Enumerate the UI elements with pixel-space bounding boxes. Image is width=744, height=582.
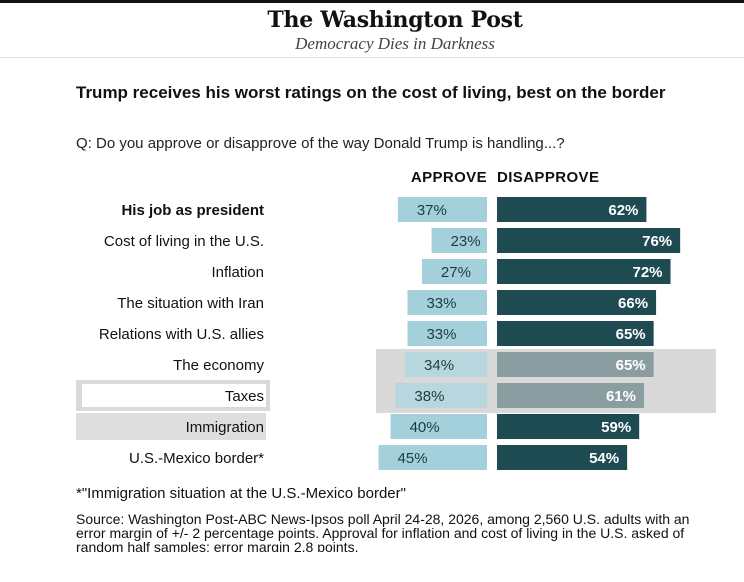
- disapprove-bar: [497, 383, 645, 408]
- approve-bar: [407, 290, 487, 315]
- category-label: His job as president: [121, 202, 264, 219]
- highlight-band: [76, 413, 266, 440]
- disapprove-value-label: 65%: [616, 357, 646, 374]
- approve-bar: [390, 414, 487, 439]
- category-label: U.S.-Mexico border*: [129, 450, 264, 467]
- approve-value-label: 38%: [414, 388, 444, 405]
- disapprove-bar: [497, 228, 681, 253]
- approve-bar: [395, 383, 487, 408]
- survey-question: Q: Do you approve or disapprove of the w…: [76, 135, 565, 152]
- category-label: The economy: [173, 357, 264, 374]
- top-rule: [0, 0, 744, 3]
- approve-value-label: 33%: [426, 295, 456, 312]
- disapprove-value-label: 65%: [616, 326, 646, 343]
- disapprove-bar: [497, 259, 671, 284]
- disapprove-value-label: 54%: [589, 450, 619, 467]
- disapprove-value-label: 66%: [618, 295, 648, 312]
- diverging-bar-chart: His job as president 37% 62% Cost of living…: [76, 197, 716, 470]
- category-label: Relations with U.S. allies: [99, 326, 264, 343]
- disapprove-bar: [497, 414, 640, 439]
- approve-bar: [407, 321, 487, 346]
- approve-bar: [378, 445, 487, 470]
- disapprove-header: DISAPPROVE: [497, 169, 600, 186]
- approve-header: APPROVE: [410, 169, 487, 186]
- chart-source: Source: Washington Post-ABC News-Ipsos p…: [76, 512, 690, 552]
- bar-row-u-s-mexico-border: U.S.-Mexico border* 45% 54%: [129, 445, 628, 470]
- approve-value-label: 27%: [441, 264, 471, 281]
- publication-logo[interactable]: The Washington Post: [267, 7, 523, 33]
- disapprove-bar: [497, 352, 654, 377]
- highlight-band-inner: [82, 384, 266, 407]
- bar-row-his-job-as-president: His job as president 37% 62%: [121, 197, 647, 222]
- approve-value-label: 23%: [451, 233, 481, 250]
- disapprove-bar: [497, 321, 654, 346]
- approve-bar: [397, 197, 487, 222]
- masthead-divider: [0, 57, 744, 58]
- bar-row-the-situation-with-iran: The situation with Iran 33% 66%: [117, 290, 657, 315]
- category-label: Cost of living in the U.S.: [104, 233, 264, 250]
- category-label: Taxes: [225, 388, 264, 405]
- approve-bar: [405, 352, 487, 377]
- disapprove-value-label: 59%: [601, 419, 631, 436]
- chart-title: Trump receives his worst ratings on the …: [76, 83, 666, 102]
- bar-row-relations-with-u-s-allies: Relations with U.S. allies 33% 65%: [99, 321, 654, 346]
- category-label: The situation with Iran: [117, 295, 264, 312]
- bar-row-inflation: Inflation 27% 72%: [211, 259, 671, 284]
- approve-value-label: 40%: [410, 419, 440, 436]
- publication-tagline: Democracy Dies in Darkness: [295, 34, 495, 53]
- disapprove-bar: [497, 445, 628, 470]
- bar-row-immigration: Immigration 40% 59%: [186, 414, 640, 439]
- disapprove-bar: [497, 290, 657, 315]
- category-label: Inflation: [211, 264, 264, 281]
- category-label: Immigration: [186, 419, 264, 436]
- bar-row-taxes: Taxes 38% 61%: [225, 383, 645, 408]
- disapprove-value-label: 61%: [606, 388, 636, 405]
- approve-bar: [421, 259, 487, 284]
- approve-value-label: 37%: [417, 202, 447, 219]
- masthead: The Washington Post Democracy Dies in Da…: [0, 7, 744, 54]
- approve-value-label: 33%: [426, 326, 456, 343]
- approve-value-label: 34%: [424, 357, 454, 374]
- disapprove-value-label: 76%: [642, 233, 672, 250]
- disapprove-bar: [497, 197, 647, 222]
- bar-row-the-economy: The economy 34% 65%: [173, 352, 654, 377]
- approve-bar: [431, 228, 487, 253]
- disapprove-value-label: 72%: [632, 264, 662, 281]
- disapprove-value-label: 62%: [608, 202, 638, 219]
- approve-value-label: 45%: [398, 450, 428, 467]
- chart-footnote: *"Immigration situation at the U.S.-Mexi…: [76, 485, 406, 502]
- bar-row-cost-of-living-in-the-u-s: Cost of living in the U.S. 23% 76%: [104, 228, 681, 253]
